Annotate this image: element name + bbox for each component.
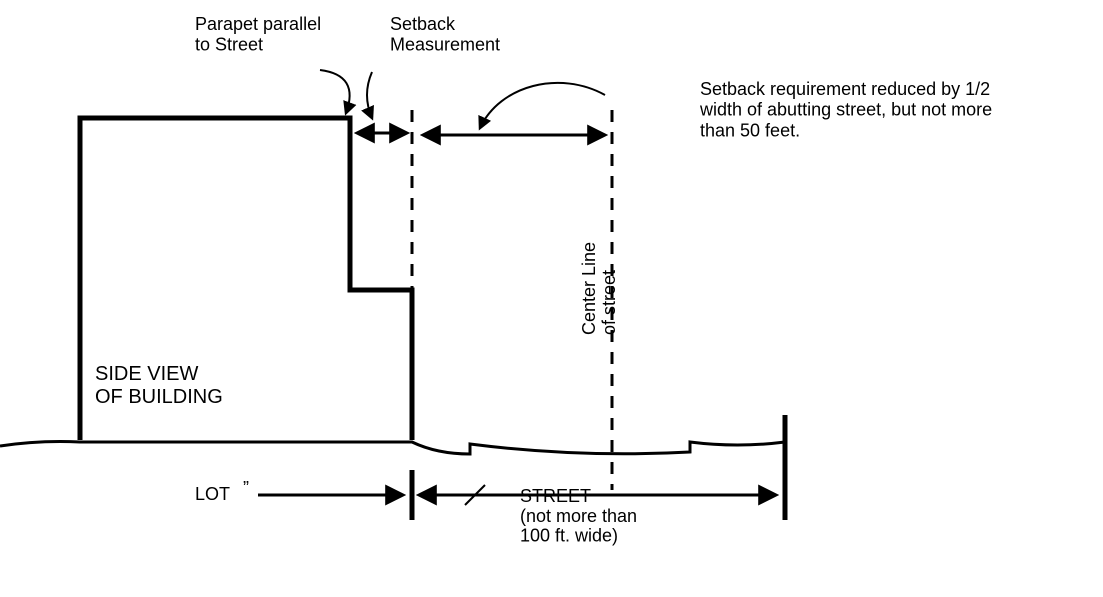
- setback-measurement-label: Setback Measurement: [390, 14, 500, 55]
- parapet-label: Parapet parallel to Street: [195, 14, 326, 55]
- setback-diagram: Parapet parallel to Street Setback Measu…: [0, 0, 1103, 597]
- ground-line: [0, 442, 785, 455]
- lot-label: LOT: [195, 484, 230, 504]
- setback-requirement-label: Setback requirement reduced by 1/2 width…: [699, 79, 997, 140]
- setback-req-pointer: [480, 83, 605, 128]
- lot-quote-mark: ”: [243, 478, 249, 498]
- setback-meas-pointer: [367, 72, 372, 118]
- side-view-label: SIDE VIEW OF BUILDING: [95, 363, 223, 408]
- parapet-pointer: [320, 70, 350, 113]
